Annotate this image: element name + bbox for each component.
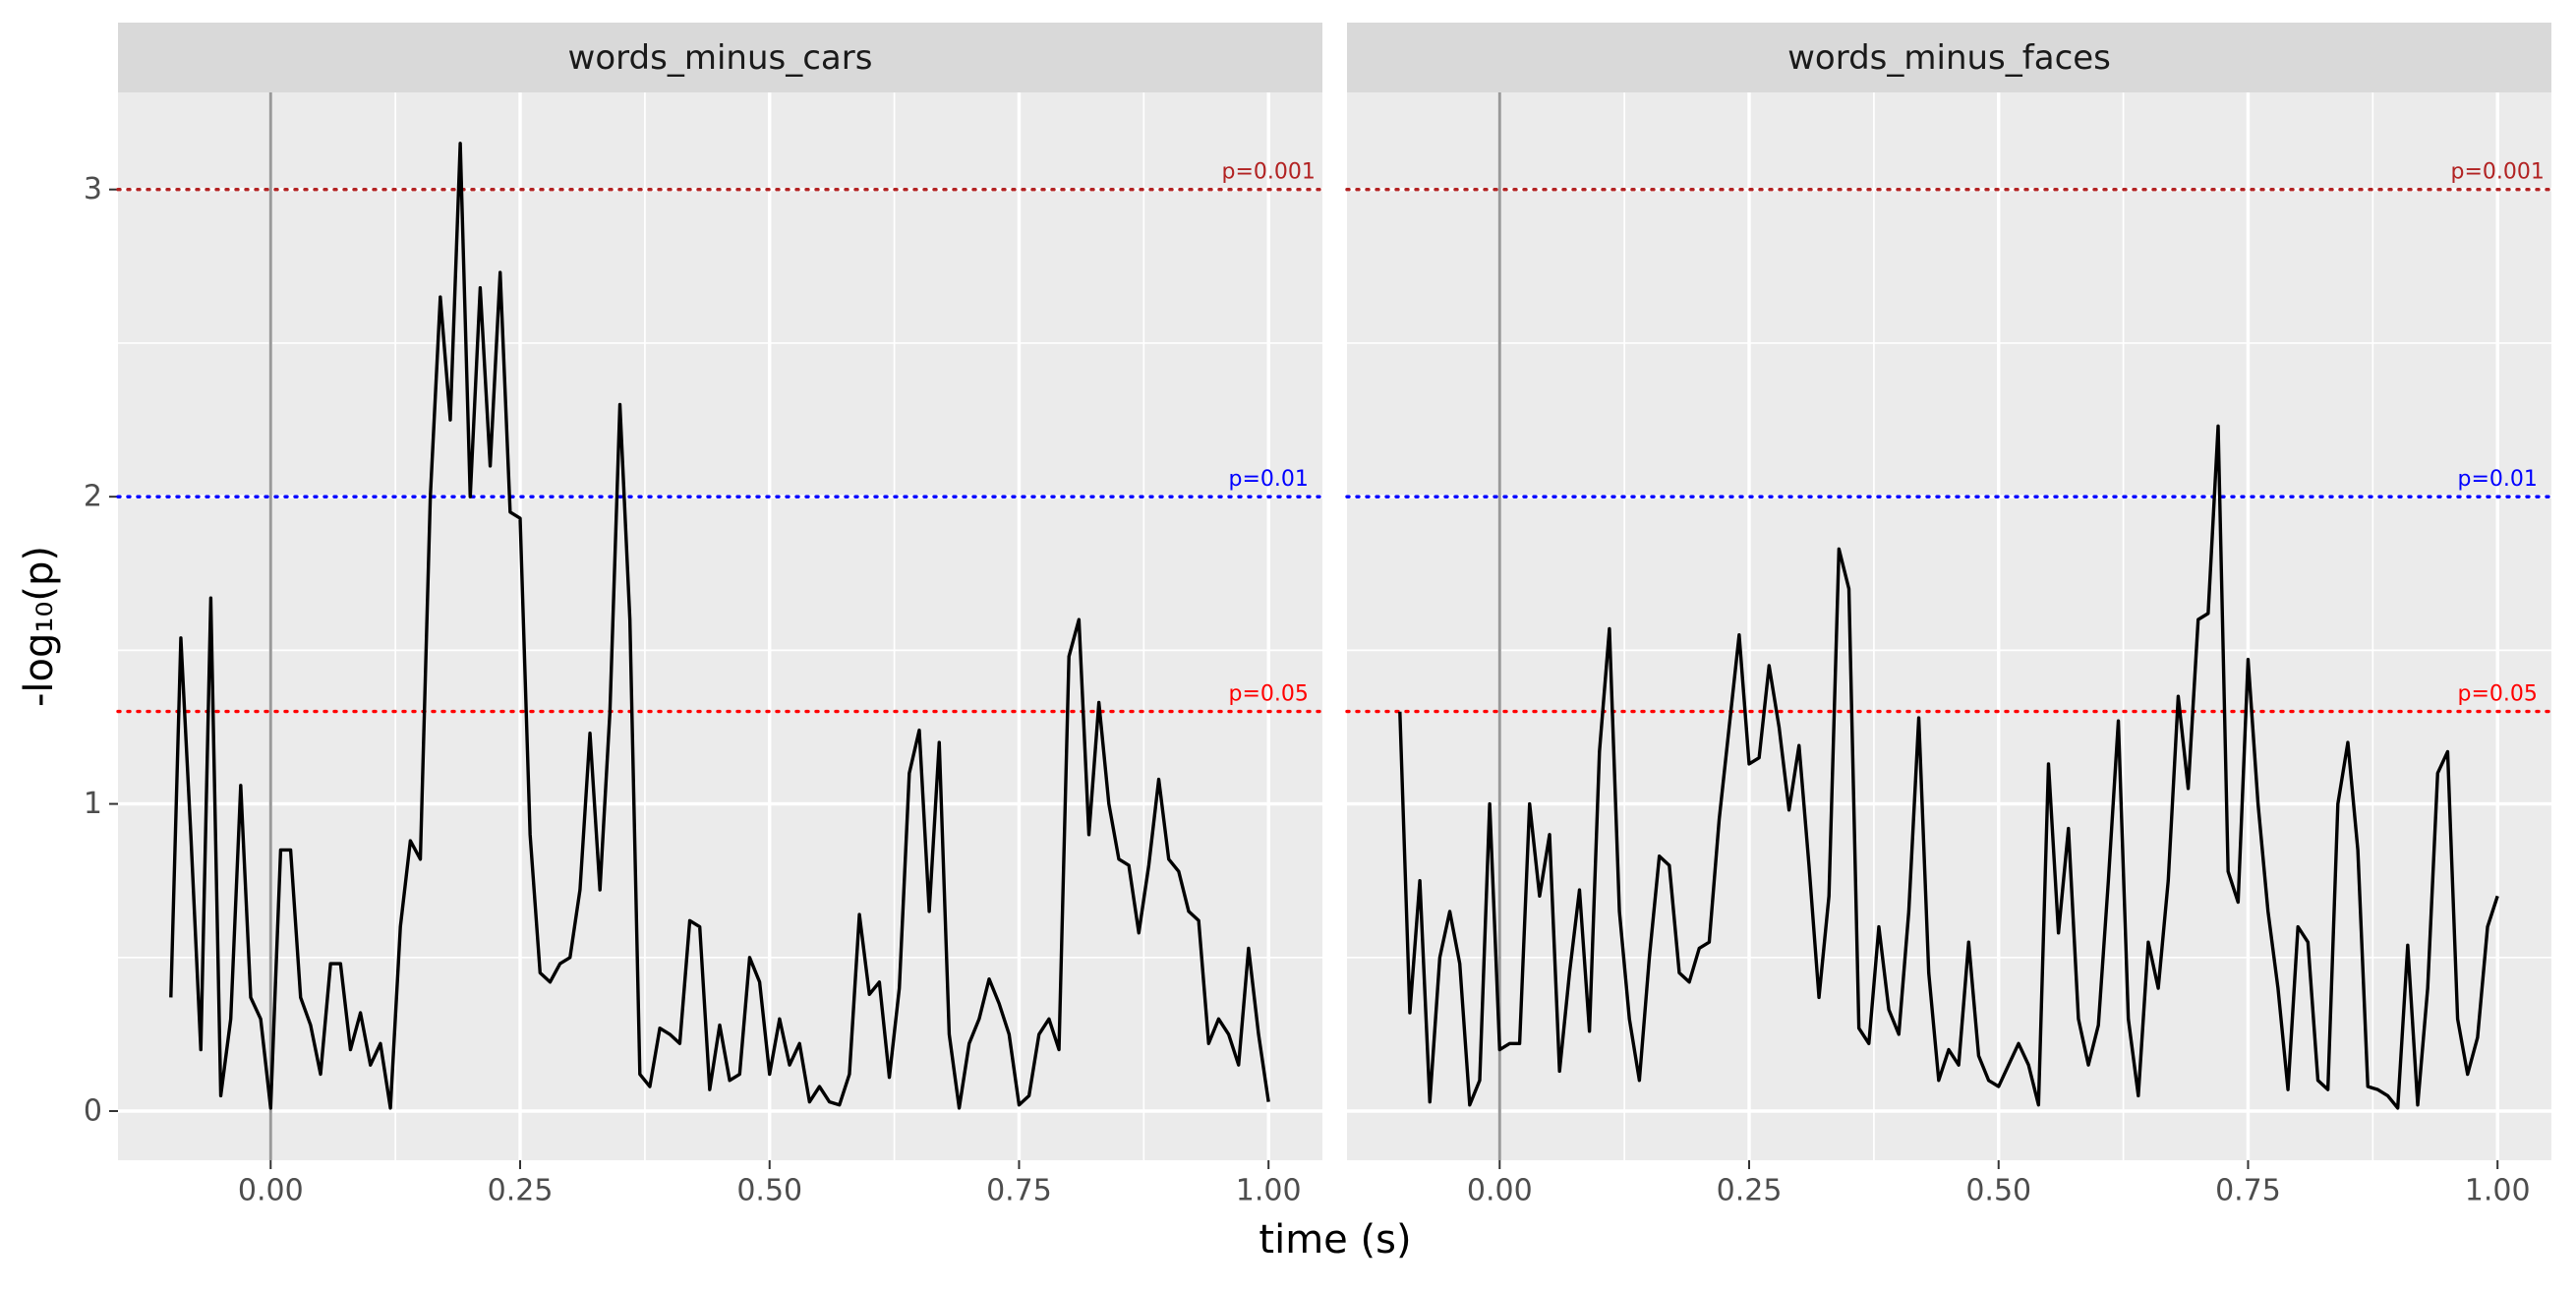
strip-title: words_minus_cars — [568, 38, 873, 78]
y-tick-label: 3 — [84, 172, 102, 206]
strip-background — [118, 23, 1322, 92]
x-tick-label: 0.25 — [1717, 1174, 1783, 1208]
reference-label: p=0.05 — [2457, 682, 2537, 707]
y-tick-label: 2 — [84, 480, 102, 514]
y-axis-title: -log₁₀(p) — [17, 546, 62, 707]
strip-background — [1347, 23, 2551, 92]
reference-label: p=0.001 — [2450, 160, 2544, 185]
strip-title: words_minus_faces — [1787, 38, 2111, 78]
x-tick-label: 0.50 — [1965, 1174, 2031, 1208]
reference-label: p=0.01 — [1228, 467, 1308, 492]
x-tick-label: 0.75 — [2215, 1174, 2281, 1208]
x-tick-label: 0.75 — [986, 1174, 1052, 1208]
reference-label: p=0.001 — [1221, 160, 1315, 185]
reference-label: p=0.01 — [2457, 467, 2537, 492]
x-tick-label: 0.00 — [238, 1174, 304, 1208]
x-tick-label: 1.00 — [2465, 1174, 2531, 1208]
y-tick-label: 1 — [84, 787, 102, 821]
data-line — [1398, 424, 2499, 1110]
data-line — [169, 142, 1270, 1110]
y-tick-label: 0 — [84, 1094, 102, 1129]
x-tick-label: 1.00 — [1236, 1174, 1302, 1208]
reference-label: p=0.05 — [1228, 682, 1308, 707]
x-tick-label: 0.25 — [488, 1174, 554, 1208]
panel-background — [118, 92, 1322, 1160]
x-tick-label: 0.50 — [736, 1174, 802, 1208]
x-tick-label: 0.00 — [1467, 1174, 1533, 1208]
panel-background — [1347, 92, 2551, 1160]
x-axis-title: time (s) — [1259, 1217, 1411, 1263]
